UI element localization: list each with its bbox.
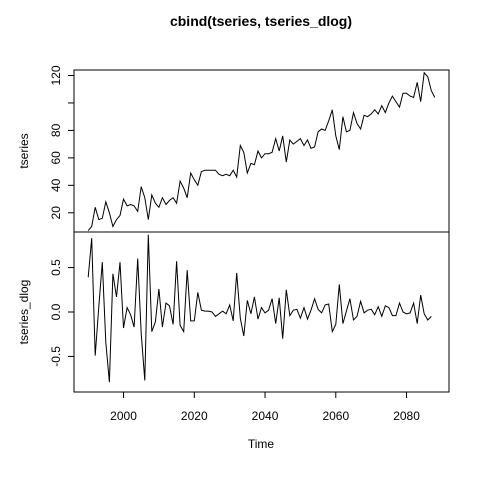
panel-bottom-y-axis: -0.5 0.0 0.5: [49, 259, 75, 367]
x-tick-label: 2080: [393, 409, 420, 423]
chart-title: cbind(tseries, tseries_dlog): [170, 13, 352, 29]
x-tick-label: 2020: [181, 409, 208, 423]
x-axis-label: Time: [248, 437, 275, 451]
panel-top-y-tick-label: 60: [49, 151, 63, 165]
panel-bottom-y-tick-label: 0.0: [49, 303, 63, 320]
panel-bottom-ylabel: tseries_dlog: [17, 280, 31, 345]
panel-top-ylabel: tseries: [17, 133, 31, 168]
panel-top-y-tick-label: 40: [49, 178, 63, 192]
panel-top-y-axis: 20 40 60 80 120: [49, 65, 75, 220]
x-tick-label: 2040: [252, 409, 279, 423]
panel-top-y-tick-label: 20: [49, 206, 63, 220]
panel-bottom-y-tick-label: 0.5: [49, 259, 63, 276]
panel-top-y-tick-label: 120: [49, 65, 63, 85]
x-axis: 2000 2020 2040 2060 2080: [110, 391, 420, 423]
panel-bottom-y-tick-label: -0.5: [49, 346, 63, 367]
panel-bottom-frame: [73, 231, 450, 393]
panel-top-frame: [73, 69, 450, 233]
x-tick-label: 2000: [110, 409, 137, 423]
x-tick-label: 2060: [322, 409, 349, 423]
panel-top-y-tick-label: 80: [49, 123, 63, 137]
series-tseries-line: [87, 71, 436, 231]
series-tseries-dlog-line: [87, 234, 432, 383]
